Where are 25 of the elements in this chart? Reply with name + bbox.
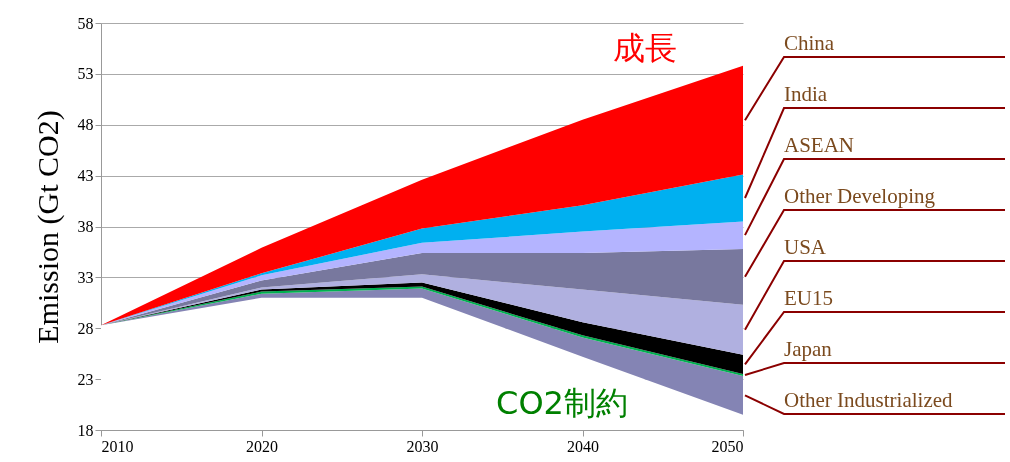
y-tick-label: 53 (77, 65, 94, 83)
y-tick-label: 33 (77, 268, 94, 286)
y-tick-label: 43 (77, 167, 94, 185)
series-label: Other Industrialized (784, 388, 954, 412)
text: USA (784, 235, 827, 259)
x-tick-label: 2030 (406, 437, 439, 455)
y-tick-label: 18 (77, 421, 94, 439)
x-tick-label: 2040 (567, 437, 599, 455)
y-tick-label: 58 (77, 14, 94, 32)
text: EU15 (784, 286, 833, 310)
y-tick-label: 28 (77, 319, 94, 337)
annotation: CO2制約 (496, 384, 628, 422)
text: Japan (784, 337, 833, 361)
x-tick-label: 2020 (246, 437, 278, 455)
x-tick-label: 2010 (101, 437, 134, 455)
x-tick-label: 2050 (711, 437, 744, 455)
annotation: 成長 (613, 29, 677, 67)
text: ASEAN (784, 133, 855, 157)
text: India (784, 82, 828, 106)
y-tick-label: 23 (77, 370, 94, 388)
y-axis-title: Emission (Gt CO2) (30, 110, 65, 344)
y-tick-label: 48 (77, 116, 94, 134)
text: Other Developing (784, 184, 936, 208)
text: China (784, 31, 835, 55)
y-tick-label: 38 (77, 218, 94, 235)
